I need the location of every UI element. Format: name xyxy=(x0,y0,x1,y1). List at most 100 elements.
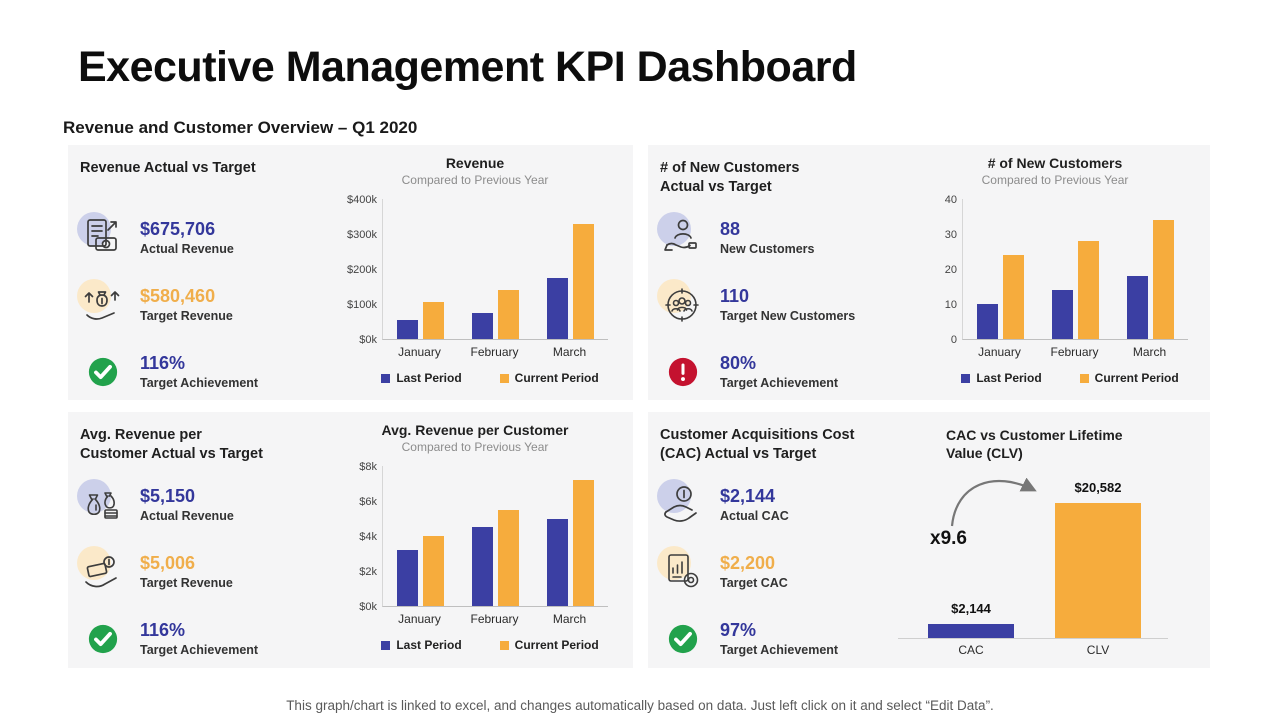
category-label: CAC xyxy=(958,643,984,657)
section-subtitle: Revenue and Customer Overview – Q1 2020 xyxy=(63,118,418,138)
legend-item: Last Period xyxy=(381,638,462,652)
plot-area: 0 10 20 30 40 xyxy=(945,194,1188,346)
multiplier-arrow-icon xyxy=(950,477,1037,527)
chart-title: CAC vs Customer Lifetime Value (CLV) xyxy=(946,427,1123,462)
plot-area: $2,144 $20,582 xyxy=(898,412,1168,639)
bar-clv xyxy=(1055,503,1141,638)
avg-revenue-stats: Avg. Revenue per Customer Actual vs Targ… xyxy=(77,426,326,667)
accent-circle xyxy=(77,479,111,513)
chart-title: Revenue xyxy=(445,155,505,171)
y-tick-label: $4k xyxy=(359,531,377,543)
bar-last xyxy=(977,304,998,339)
y-tick-label: $0k xyxy=(359,601,377,613)
y-tick-label: $400k xyxy=(347,194,377,206)
chart-subtitle: Compared to Previous Year xyxy=(401,440,549,454)
category-label: March xyxy=(1132,345,1167,359)
stat-target-achievement: 97% Target Achievement xyxy=(660,611,906,667)
legend-swatch xyxy=(381,373,391,383)
stat-label: Target Revenue xyxy=(140,575,233,590)
legend-item: Last Period xyxy=(381,371,462,385)
bar-last xyxy=(1052,290,1073,339)
y-tick-label: $0k xyxy=(359,334,377,346)
legend-label: Last Period xyxy=(976,371,1042,385)
bar-last xyxy=(547,277,568,339)
bar-current xyxy=(573,480,594,606)
stat-target-revenue: $580,460 Target Revenue xyxy=(77,277,326,333)
category-axis: CAC CLV xyxy=(898,643,1168,663)
stat-actual-revenue: $675,706 Actual Revenue xyxy=(77,210,326,266)
accent-circle xyxy=(77,546,111,580)
panel-title: # of New Customers Actual vs Target xyxy=(660,160,800,196)
cac-clv-chart[interactable]: CAC vs Customer Lifetime Value (CLV) $2,… xyxy=(898,412,1168,668)
stat-target-achievement: 80% Target Achievement xyxy=(660,344,906,400)
stat-value: $675,706 xyxy=(140,219,216,240)
category-label: February xyxy=(1050,345,1099,359)
y-tick-label: 20 xyxy=(944,264,957,276)
stat-value: $580,460 xyxy=(140,286,216,307)
bar-current xyxy=(498,290,519,339)
legend-label: Last Period xyxy=(396,638,462,652)
category-label: February xyxy=(470,345,519,359)
y-tick-label: 0 xyxy=(950,334,957,346)
stat-label: Actual CAC xyxy=(720,508,789,523)
category-axis: January February March xyxy=(382,612,607,626)
cash-hand-icon xyxy=(85,556,117,588)
legend-label: Last Period xyxy=(396,371,462,385)
y-tick-label: $300k xyxy=(347,229,377,241)
y-tick-label: 10 xyxy=(944,299,957,311)
stat-label: Actual Revenue xyxy=(140,241,234,256)
bar-current xyxy=(1078,241,1099,339)
coin-hand-icon xyxy=(664,486,697,522)
category-label: March xyxy=(552,612,587,626)
bar-current xyxy=(498,509,519,606)
stat-target-achievement: 116% Target Achievement xyxy=(80,344,326,400)
stat-target-revenue: $5,006 Target Revenue xyxy=(77,544,326,600)
stat-label: Target New Customers xyxy=(720,308,856,323)
bar-last xyxy=(1127,276,1148,339)
chart-legend: Last Period Current Period xyxy=(360,638,620,652)
y-tick-label: $200k xyxy=(347,264,377,276)
customer-hand-icon xyxy=(664,219,697,251)
plot-area: $0k $2k $4k $6k $8k xyxy=(359,461,608,613)
stat-label: New Customers xyxy=(720,241,815,256)
category-label: January xyxy=(398,612,441,626)
chart-title: Avg. Revenue per Customer xyxy=(381,422,569,438)
bar-current xyxy=(1003,255,1024,339)
target-customers-icon xyxy=(665,288,699,322)
category-label: January xyxy=(398,345,441,359)
panel-title: Avg. Revenue per Customer Actual vs Targ… xyxy=(80,427,263,463)
stat-label: Target CAC xyxy=(720,575,788,590)
bar-current xyxy=(423,302,444,339)
stat-label: Actual Revenue xyxy=(140,508,234,523)
report-target-icon xyxy=(668,554,699,588)
legend-label: Current Period xyxy=(514,371,599,385)
y-tick-label: $2k xyxy=(359,566,377,578)
bar-value-label: $20,582 xyxy=(1074,480,1122,495)
stat-label: Target Achievement xyxy=(140,375,259,390)
category-label: March xyxy=(552,345,587,359)
stat-value: 97% xyxy=(720,620,757,641)
legend-label: Current Period xyxy=(514,638,599,652)
multiplier-label: x9.6 xyxy=(930,528,967,549)
stat-value: $2,144 xyxy=(720,486,776,507)
plot-area: $0k $100k $200k $300k $400k xyxy=(347,194,608,346)
revenue-chart[interactable]: Revenue Compared to Previous Year $0k $10… xyxy=(330,155,620,385)
page-title: Executive Management KPI Dashboard xyxy=(78,42,857,91)
avg-revenue-chart[interactable]: Avg. Revenue per Customer Compared to Pr… xyxy=(330,422,620,652)
category-axis: January February March xyxy=(962,345,1187,359)
stat-label: Target Achievement xyxy=(720,375,839,390)
new-customers-chart[interactable]: # of New Customers Compared to Previous … xyxy=(910,155,1200,385)
stat-target-new-customers: 110 Target New Customers xyxy=(657,277,906,333)
cac-stats: Customer Acquisitions Cost (CAC) Actual … xyxy=(657,426,906,667)
legend-swatch xyxy=(961,373,971,383)
bar-last xyxy=(397,550,418,606)
legend-item: Current Period xyxy=(1079,371,1179,385)
panel-avg-revenue: Avg. Revenue per Customer Actual vs Targ… xyxy=(68,412,633,668)
chart-legend: Last Period Current Period xyxy=(940,371,1200,385)
bar-last xyxy=(547,518,568,606)
stat-label: Target Achievement xyxy=(140,642,259,657)
bar-cac xyxy=(928,623,1014,638)
category-axis: January February March xyxy=(382,345,607,359)
new-customers-stats: # of New Customers Actual vs Target 88 N… xyxy=(657,159,906,400)
bar-current xyxy=(1153,220,1174,339)
